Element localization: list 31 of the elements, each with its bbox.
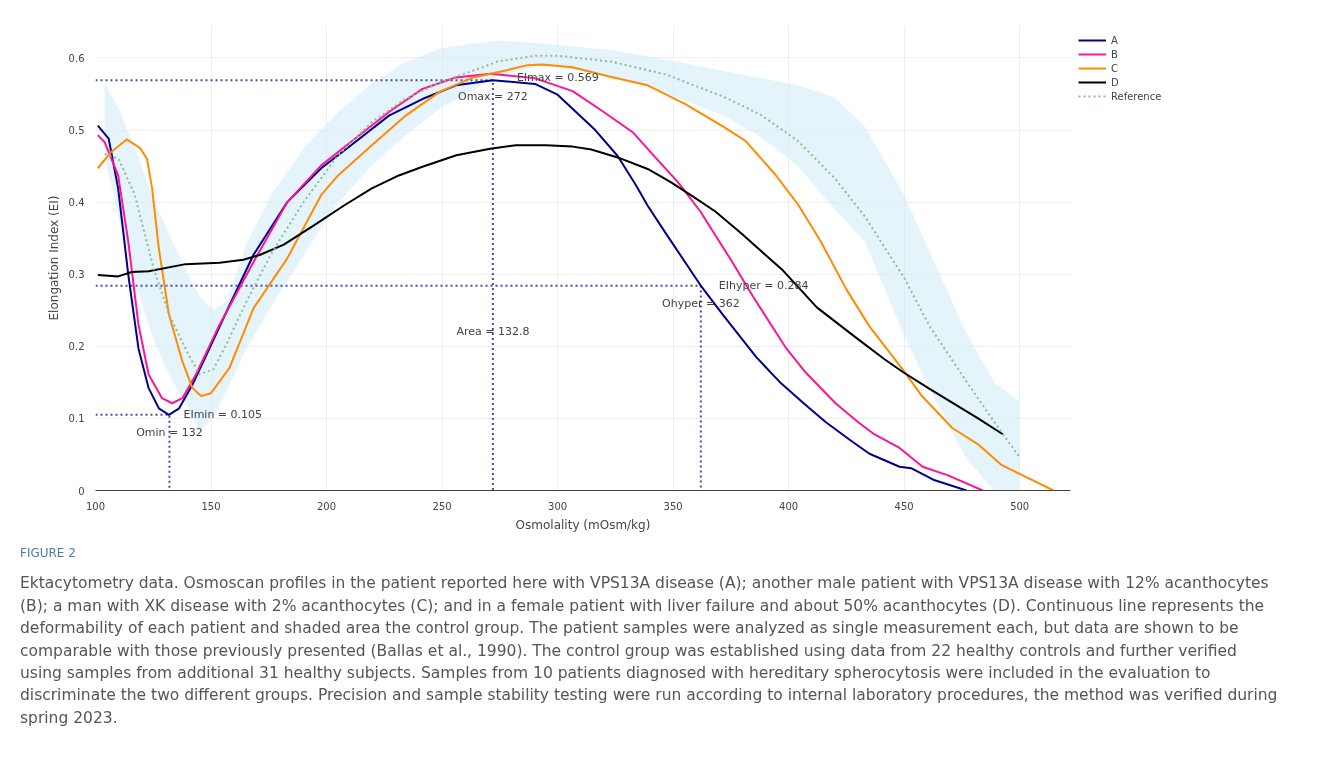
line-series <box>96 144 1004 436</box>
x-tick-label: 100 <box>85 500 106 512</box>
y-tick-label: 0.6 <box>68 52 85 64</box>
x-tick-label: 150 <box>201 500 221 512</box>
legend-label: C <box>1111 61 1119 75</box>
y-axis-title: Elongation Index (EI) <box>46 195 61 321</box>
y-tick-label: 0.5 <box>68 125 85 137</box>
annotation: Ohyper = 362 <box>662 297 740 311</box>
y-tick-label: 0.1 <box>68 413 85 425</box>
y-tick-label: 0.4 <box>68 197 85 209</box>
x-tick-label: 200 <box>317 500 337 512</box>
legend-label: A <box>1111 33 1119 47</box>
legend-label: Reference <box>1111 89 1162 103</box>
y-tick-label: 0.3 <box>68 269 85 281</box>
x-tick-label: 350 <box>663 500 683 512</box>
x-tick-label: 300 <box>548 500 568 512</box>
x-tick-label: 250 <box>432 500 452 512</box>
text: Ektacytometry data. Osmoscan profiles in the patient reported here with VPS13A disease (A); another male patient with VPS13A disease with 12% acanthocytes (B); a man with XK disease with 2% acanthocytes (C); and in a female patient with liver failure and about 50% acanthocytes (D). Continuous line represents the deformability of each patient and shaded area the control group. The patient samples were analyzed as single measurement each, but data are shown to be comparable with those previously presented (Ballas et al., 1990). The control group was established using data from 22 healthy controls and further verified using samples from additional 31 healthy subjects. Samples from 10 patients diagnosed with hereditary spherocytosis were included in the evaluation to discriminate the two different groups. Precision and sample stability testing were run according to internal laboratory procedures, the method was verified during spring 2023. <box>20 573 1279 729</box>
annotation: EImin = 0.105 <box>183 408 263 422</box>
caption: FIGURE 2 <box>20 545 76 562</box>
x-axis-title: Osmolality (mOsm/kg) <box>515 517 651 532</box>
x-tick-label: 450 <box>894 500 914 512</box>
annotation: Omax = 272 <box>457 89 528 103</box>
annotation: Omin = 132 <box>136 426 203 440</box>
legend-label: B <box>1111 47 1119 61</box>
y-tick-label: 0 <box>78 485 85 497</box>
legend-label: D <box>1111 75 1120 89</box>
x-tick-label: 500 <box>1010 500 1030 512</box>
x-tick-label: 400 <box>779 500 799 512</box>
y-tick-label: 0.2 <box>68 341 85 353</box>
annotation: Area = 132.8 <box>456 325 530 339</box>
